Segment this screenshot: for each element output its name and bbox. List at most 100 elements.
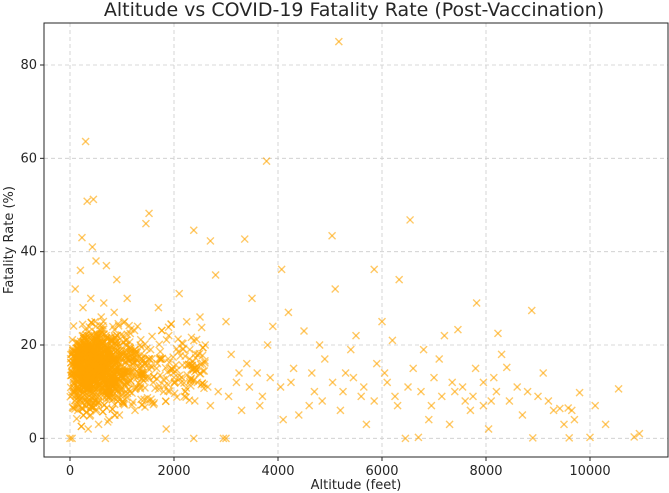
data-point: [440, 331, 449, 340]
data-point: [95, 321, 104, 330]
data-point: [94, 420, 103, 429]
y-tick-label: 80: [20, 58, 37, 73]
data-point: [334, 37, 343, 46]
data-point: [77, 404, 86, 413]
data-point: [131, 385, 140, 394]
data-point: [122, 378, 131, 387]
plot-frame: [43, 22, 669, 458]
data-point: [378, 317, 386, 326]
data-point: [89, 403, 98, 412]
data-point: [137, 400, 146, 409]
data-point: [102, 333, 111, 342]
data-point: [232, 378, 241, 387]
data-point: [73, 385, 82, 394]
data-point: [104, 378, 113, 387]
data-point: [198, 379, 207, 388]
data-point: [513, 383, 522, 391]
data-point: [187, 333, 196, 342]
data-point: [178, 339, 187, 348]
y-tick-label: 60: [20, 151, 37, 166]
data-point: [181, 352, 190, 361]
data-point: [99, 299, 108, 307]
data-point: [527, 306, 536, 315]
y-tick-label: 40: [20, 245, 37, 260]
data-point: [372, 359, 381, 368]
data-point: [448, 378, 457, 387]
data-point: [445, 420, 454, 429]
data-point: [117, 368, 126, 377]
data-point: [89, 195, 98, 204]
data-point: [404, 383, 412, 391]
data-point: [630, 432, 639, 441]
data-point: [121, 336, 130, 345]
ticks: 0 2000 4000 6000 8000 10000 0 20 40 60 80: [20, 58, 610, 479]
data-point: [189, 336, 198, 345]
data-point: [72, 414, 81, 423]
data-point: [479, 401, 488, 410]
data-point: [119, 331, 128, 340]
data-point: [94, 343, 103, 352]
data-point: [142, 344, 151, 353]
chart-title: Altitude vs COVID-19 Fatality Rate (Post…: [104, 0, 604, 21]
data-point: [73, 383, 82, 392]
data-point: [370, 265, 379, 274]
data-point: [214, 387, 223, 396]
data-point: [370, 397, 379, 405]
data-point: [549, 406, 558, 415]
data-point: [68, 434, 77, 443]
data-point: [315, 341, 324, 349]
data-point: [130, 326, 139, 335]
data-point: [164, 331, 173, 340]
data-point: [262, 157, 271, 166]
data-point: [565, 433, 574, 442]
data-point: [128, 354, 137, 363]
x-tick-label: 4000: [261, 464, 294, 479]
x-axis-label: Altitude (feet): [311, 478, 402, 493]
data-point: [336, 406, 345, 415]
data-point: [141, 219, 150, 228]
data-point: [102, 261, 111, 270]
data-point: [109, 370, 118, 379]
data-point: [266, 373, 275, 382]
data-point: [77, 233, 86, 242]
data-point: [130, 345, 139, 354]
data-point: [105, 415, 113, 424]
data-point: [430, 373, 438, 382]
data-point: [289, 364, 298, 373]
data-point: [435, 355, 444, 363]
data-point: [328, 378, 337, 387]
data-point: [487, 397, 496, 405]
data-point: [185, 345, 194, 354]
data-point: [87, 402, 96, 411]
data-point: [162, 374, 171, 383]
data-point: [154, 303, 163, 312]
data-point: [224, 392, 233, 401]
data-point: [97, 313, 106, 321]
data-point: [184, 360, 193, 369]
x-tick-label: 10000: [569, 464, 610, 479]
data-point: [87, 318, 96, 327]
data-point: [544, 397, 553, 405]
data-point: [121, 390, 130, 399]
data-point: [253, 369, 262, 377]
data-point: [86, 294, 95, 303]
data-point: [150, 398, 159, 407]
data-point: [359, 383, 368, 391]
data-point: [277, 265, 286, 274]
data-point: [586, 433, 594, 442]
data-point: [80, 349, 89, 358]
data-point: [555, 404, 564, 413]
data-point: [276, 383, 285, 391]
data-point: [183, 370, 192, 379]
data-point: [466, 406, 475, 415]
data-point: [87, 347, 96, 356]
data-point: [128, 363, 137, 372]
data-point: [71, 402, 80, 411]
data-point: [352, 331, 360, 340]
data-point: [137, 374, 146, 383]
data-point: [162, 425, 171, 433]
data-point: [497, 350, 506, 359]
data-point: [106, 369, 115, 378]
data-point: [132, 382, 141, 391]
data-point: [307, 369, 316, 377]
